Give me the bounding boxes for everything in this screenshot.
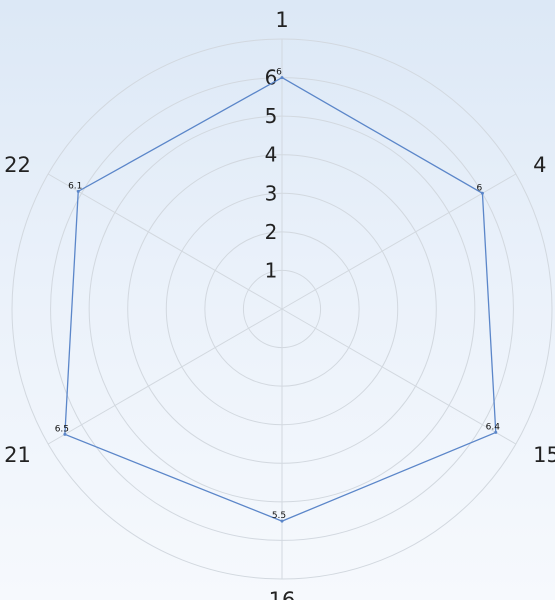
radar-grid <box>11 38 553 580</box>
data-label: 6.4 <box>486 422 501 432</box>
category-label: 21 <box>4 443 31 467</box>
data-point <box>494 430 498 434</box>
data-point <box>280 76 284 80</box>
series-line <box>64 76 497 522</box>
radial-tick-labels: 1 2 3 4 5 6 <box>265 66 278 283</box>
grid-spoke <box>281 173 517 310</box>
radial-tick-label: 5 <box>265 104 278 128</box>
data-point <box>280 519 284 523</box>
data-label: 6 <box>477 183 483 193</box>
radial-tick-label: 2 <box>265 220 278 244</box>
data-label: 6 <box>276 68 282 78</box>
category-label: 22 <box>4 153 31 177</box>
data-label: 6.5 <box>55 424 69 434</box>
data-point <box>480 191 484 195</box>
radar-series: 666.45.56.56.1 <box>55 68 500 523</box>
category-label: 16 <box>269 588 296 600</box>
data-point <box>63 432 67 436</box>
radial-tick-label: 1 <box>265 258 278 282</box>
grid-spoke <box>47 308 283 445</box>
data-point <box>76 189 80 193</box>
radial-tick-label: 4 <box>265 143 278 167</box>
radial-tick-label: 3 <box>265 181 278 205</box>
grid-spoke <box>281 308 517 445</box>
category-label: 1 <box>275 8 288 32</box>
radial-tick-label: 6 <box>265 66 278 90</box>
data-label: 6.1 <box>68 181 82 191</box>
data-label: 5.5 <box>272 511 286 521</box>
grid-spoke <box>47 173 283 310</box>
category-label: 15 <box>533 443 555 467</box>
category-label: 4 <box>533 153 546 177</box>
